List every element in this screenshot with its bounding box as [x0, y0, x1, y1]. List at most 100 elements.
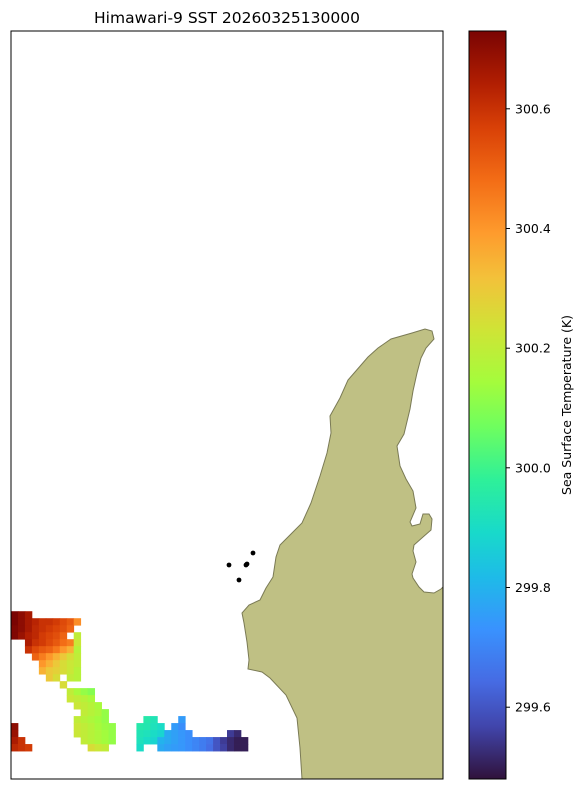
sst-pixel [66, 688, 75, 696]
sst-pixel [38, 653, 47, 661]
sst-pixel [52, 674, 61, 682]
sst-pixel [101, 709, 109, 717]
colorbar-tick-label: 299.8 [515, 580, 551, 595]
sst-pixel [73, 639, 82, 647]
sst-pixel [220, 744, 228, 752]
sst-pixel [101, 730, 109, 738]
sst-pixel [11, 730, 19, 738]
sst-pixel [178, 723, 186, 731]
sst-pixel [220, 737, 228, 745]
sst-pixel [73, 716, 82, 724]
sst-pixel [66, 639, 75, 647]
sst-pixel [73, 688, 82, 696]
sst-pixel [192, 737, 200, 745]
sst-pixel [52, 646, 61, 654]
sst-pixel [101, 723, 109, 731]
sst-pixel [52, 632, 61, 640]
colorbar-ticks: 299.6 299.8 300.0 300.2 300.4 300.6 [506, 101, 551, 715]
sst-pixel [24, 618, 33, 626]
colorbar-tick-label: 300.4 [515, 221, 551, 236]
island-dot [250, 550, 256, 556]
sst-pixel [45, 660, 54, 668]
sst-pixel [178, 716, 186, 724]
sst-pixel [17, 611, 26, 619]
sst-pixel [108, 730, 116, 738]
sst-pixel [206, 737, 214, 745]
sst-pixel [101, 716, 109, 724]
sst-pixel [213, 744, 221, 752]
sst-pixel [87, 695, 96, 703]
sst-pixel [73, 674, 82, 682]
sst-pixel [73, 702, 82, 710]
map-axes [10, 30, 444, 780]
sst-pixel [178, 737, 186, 745]
colorbar-gradient [469, 31, 506, 779]
sst-pixel [240, 737, 249, 745]
colorbar-tick-label: 300.0 [515, 460, 551, 475]
sst-pixel [73, 653, 82, 661]
sst-pixel [87, 716, 96, 724]
sst-pixel [171, 737, 179, 745]
sst-pixel-layer [11, 611, 249, 752]
sst-pixel [38, 618, 47, 626]
sst-pixel [24, 611, 33, 619]
sst-pixel [185, 737, 193, 745]
sst-pixel [80, 730, 89, 738]
sst-pixel [164, 730, 172, 738]
sst-pixel [87, 702, 96, 710]
sst-pixel [227, 737, 235, 745]
sst-pixel [80, 702, 89, 710]
island-dot [236, 577, 242, 583]
sst-pixel [38, 625, 47, 633]
sst-pixel [233, 730, 242, 738]
sst-pixel [101, 737, 109, 745]
sst-pixel [45, 674, 54, 682]
island-dot [226, 562, 232, 568]
sst-pixel [73, 730, 82, 738]
sst-pixel [192, 744, 200, 752]
island-dot [244, 561, 250, 567]
sst-pixel [206, 744, 214, 752]
sst-pixel [143, 737, 151, 745]
sst-pixel [94, 702, 102, 710]
sst-pixel [59, 667, 68, 675]
sst-pixel [66, 653, 75, 661]
sst-pixel [31, 639, 40, 647]
sst-pixel [38, 667, 47, 675]
colorbar-tick-label: 299.6 [515, 700, 551, 715]
sst-pixel [59, 646, 68, 654]
sst-pixel [11, 632, 19, 640]
sst-pixel [24, 632, 33, 640]
map-frame [10, 30, 444, 780]
sst-pixel [136, 744, 144, 752]
sst-pixel [38, 639, 47, 647]
sst-pixel [66, 618, 75, 626]
sst-pixel [178, 744, 186, 752]
sst-pixel [73, 646, 82, 654]
sst-pixel [24, 646, 33, 654]
sst-pixel [73, 723, 82, 731]
sst-pixel [52, 625, 61, 633]
colorbar-label: Sea Surface Temperature (K) [559, 315, 574, 495]
sst-pixel [17, 618, 26, 626]
sst-pixel [171, 744, 179, 752]
sst-pixel [59, 653, 68, 661]
sst-pixel [213, 737, 221, 745]
sst-pixel [227, 744, 235, 752]
sst-pixel [31, 618, 40, 626]
sst-pixel [240, 744, 249, 752]
sst-pixel [45, 618, 54, 626]
sst-pixel [94, 709, 102, 717]
sst-pixel [17, 625, 26, 633]
sst-pixel [199, 737, 207, 745]
sst-pixel [59, 681, 68, 689]
sst-pixel [171, 730, 179, 738]
sst-pixel [31, 625, 40, 633]
sst-pixel [52, 667, 61, 675]
sst-pixel [31, 646, 40, 654]
colorbar-tick-label: 300.6 [515, 101, 551, 116]
sst-pixel [52, 639, 61, 647]
sst-pixel [150, 730, 158, 738]
sst-pixel [11, 625, 19, 633]
sst-pixel [94, 744, 102, 752]
